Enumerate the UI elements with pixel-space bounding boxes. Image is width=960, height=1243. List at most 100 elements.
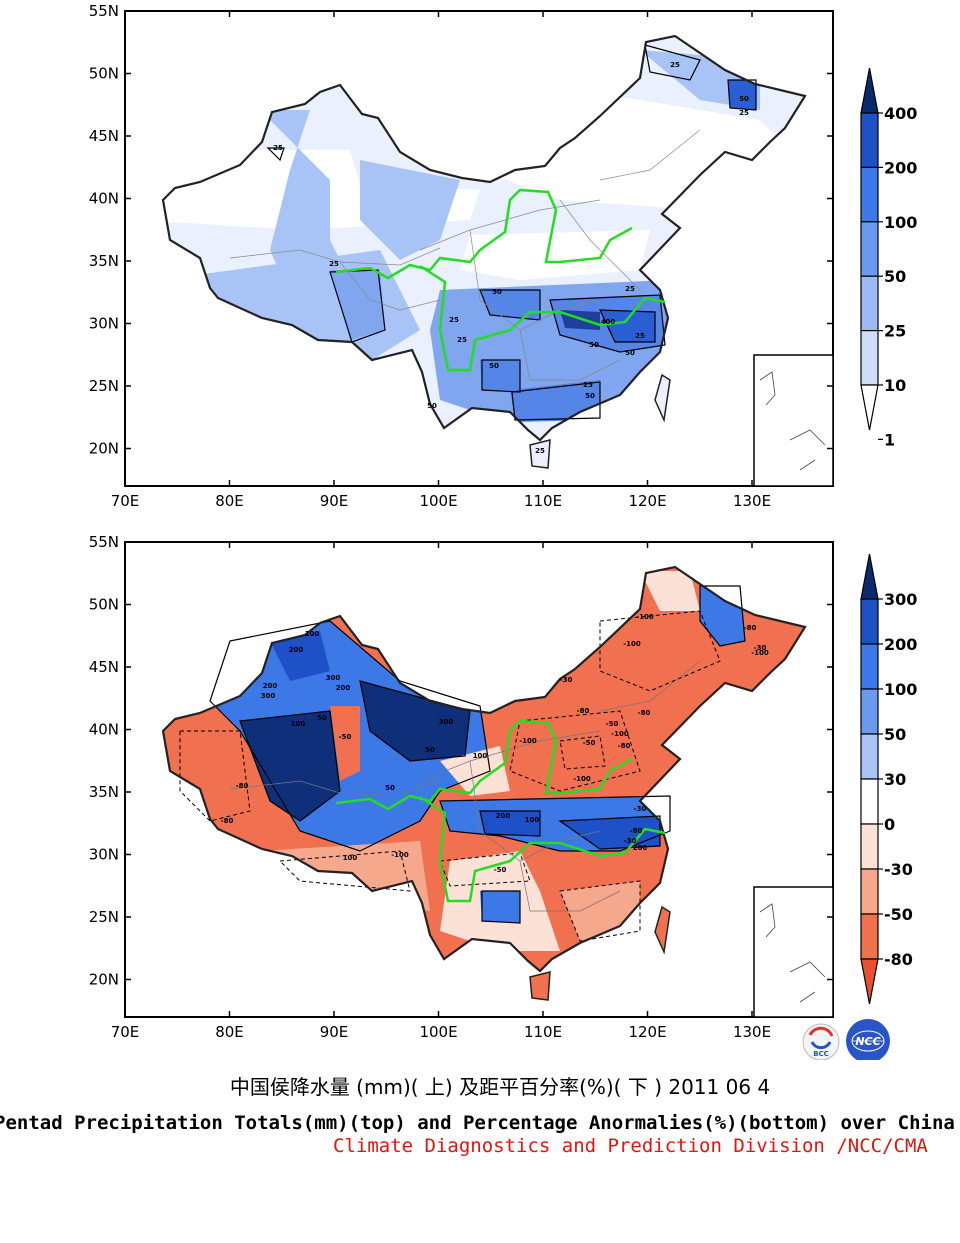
contour-label: 25 [583,381,593,389]
lat-label: 55N [89,533,119,551]
colorbar-label: 0 [884,815,895,834]
bcc-logo-text: BCC [813,1050,829,1058]
contour-label: -50 [494,866,507,874]
colorbar-label: 200 [884,635,917,654]
lon-label: 130E [733,492,771,510]
contour-label: 50 [427,402,437,410]
colorbar-box [860,823,879,870]
colorbar-box [860,166,879,223]
lat-label: 25N [89,908,119,926]
bottom-lon-axis: 70E 80E 90E 100E 110E 120E 130E [111,542,771,1041]
contour-label: 200 [336,684,351,692]
contour-label: -100 [573,775,591,783]
colorbar-box [860,330,879,386]
contour-label: 200 [496,812,511,820]
colorbar-label: 25 [884,322,906,341]
contour-label: -100 [519,737,537,745]
lon-label: 120E [628,492,666,510]
top-colorbar: 400 200 100 50 25 10 1 [860,67,917,449]
bcc-logo: BCC [802,1023,840,1060]
colorbar-bottom-triangle [860,384,879,431]
bottom-map-dashed-contours [179,610,721,942]
lat-label: 25N [89,377,119,395]
lat-label: 50N [89,65,119,83]
colorbar-box [860,688,879,735]
contour-label: -50 [606,720,619,728]
colorbar-label: 1 [884,430,895,449]
lon-label: 100E [419,1023,457,1041]
contour-label: 50 [489,362,499,370]
contour-label: -50 [583,739,596,747]
top-map-contours [266,44,757,421]
contour-label: -100 [751,649,769,657]
colorbar-label: -80 [884,950,913,969]
ncc-logo-text: NCC [855,1035,880,1048]
contour-label: -50 [339,733,352,741]
lon-label: 110E [524,1023,562,1041]
lat-label: 55N [89,2,119,20]
lon-label: 70E [111,1023,140,1041]
colorbar-box [860,733,879,780]
lon-label: 100E [419,492,457,510]
contour-label: 25 [273,144,283,152]
lon-label: 80E [215,492,244,510]
ncc-logo: NCC [846,1019,890,1060]
lat-label: 40N [89,190,119,208]
lat-label: 35N [89,783,119,801]
contour-label: 100 [343,854,358,862]
contour-label: 25 [670,61,680,69]
colorbar-label: 200 [884,158,917,177]
lon-label: 70E [111,492,140,510]
contour-label: -80 [221,817,234,825]
bottom-lat-axis: 55N 50N 45N 40N 35N 30N 25N 20N [89,533,833,989]
colorbar-label: 400 [884,104,917,123]
bottom-province-borders [229,660,701,912]
colorbar-box [860,598,879,645]
top-lat-axis: 55N 50N 45N 40N 35N 30N 25N 20N [89,2,833,458]
colorbar-label: -50 [884,905,913,924]
lat-label: 45N [89,658,119,676]
contour-label: 50 [317,714,327,722]
contour-label: 50 [425,746,435,754]
top-rivers [335,188,666,372]
contour-label: -80 [236,782,249,790]
contour-label: -30 [624,837,637,845]
contour-label: 25 [739,109,749,117]
colorbar-label: 10 [884,376,906,395]
colorbar-label: -30 [884,860,913,879]
colorbar-bottom-triangle [860,958,879,1005]
contour-label: -30 [754,644,767,652]
colorbar-box [860,778,879,825]
contour-label: 100 [525,816,540,824]
top-province-borders [229,129,701,381]
contour-label: -80 [638,709,651,717]
lon-label: 90E [320,1023,349,1041]
top-inset-box [753,354,833,486]
colorbar-label: 50 [884,725,906,744]
lat-label: 35N [89,252,119,270]
contour-label: 25 [625,285,635,293]
caption-chinese: 中国侯降水量 (mm)( 上) 及距平百分率(%)( 下 ) 2011 06 4 [229,1075,771,1099]
colorbar-box [860,643,879,690]
contour-label: 50 [625,349,635,357]
contour-label: 25 [329,260,339,268]
contour-label: -80 [577,707,590,715]
contour-label: -100 [611,730,629,738]
contour-label: 50 [739,95,749,103]
colorbar-label: 300 [884,590,917,609]
contour-label: -100 [623,640,641,648]
colorbar-label: 100 [884,680,917,699]
colorbar-top-triangle [860,553,879,600]
top-precip-map: 25 25 50 25 25 25 50 25 50 50 50 25 50 25 25 25 400 50 55… [89,2,918,510]
lat-label: 40N [89,721,119,739]
lat-label: 20N [89,971,119,989]
contour-label: 200 [263,682,278,690]
colorbar-box [860,221,879,277]
contour-label: -30 [634,805,647,813]
contour-label: 50 [385,784,395,792]
contour-label: 100 [305,630,320,638]
colorbar-label: 50 [884,267,906,286]
